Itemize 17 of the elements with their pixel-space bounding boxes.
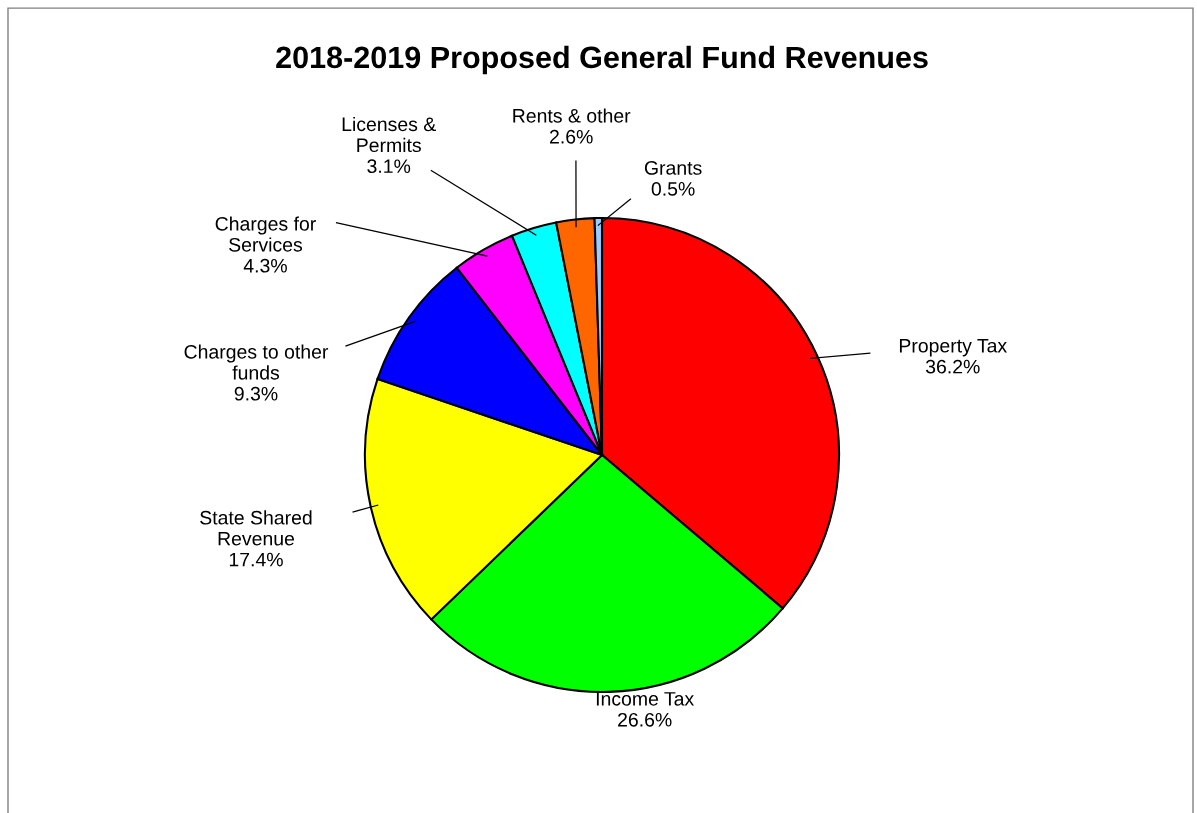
data-label: 17.4% — [229, 552, 283, 567]
data-label: 3.1% — [367, 159, 411, 174]
slice-label: Rents & other — [513, 108, 631, 123]
slice-label: Charges to other funds — [184, 344, 329, 380]
data-label: 0.5% — [651, 182, 695, 196]
data-label: 36.2% — [925, 359, 980, 374]
data-label: 26.6% — [618, 712, 672, 727]
slice-label: Licenses & Permits — [342, 116, 436, 153]
slice-label: Charges for Services — [215, 216, 316, 252]
data-label: 4.3% — [243, 258, 287, 273]
slice-label: Grants — [644, 161, 702, 175]
slice-label: State Shared Revenue — [200, 510, 312, 546]
data-label: 2.6% — [550, 129, 593, 144]
legend-label: Property Tax — [899, 339, 1007, 357]
chart-title: 2018-2019 Proposed General Fund Revenues — [276, 45, 928, 75]
slice-label: Income Tax — [596, 692, 694, 706]
data-label: 9.3% — [234, 386, 278, 401]
